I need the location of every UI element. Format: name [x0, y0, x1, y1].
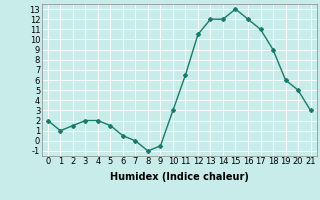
X-axis label: Humidex (Indice chaleur): Humidex (Indice chaleur) — [110, 172, 249, 182]
